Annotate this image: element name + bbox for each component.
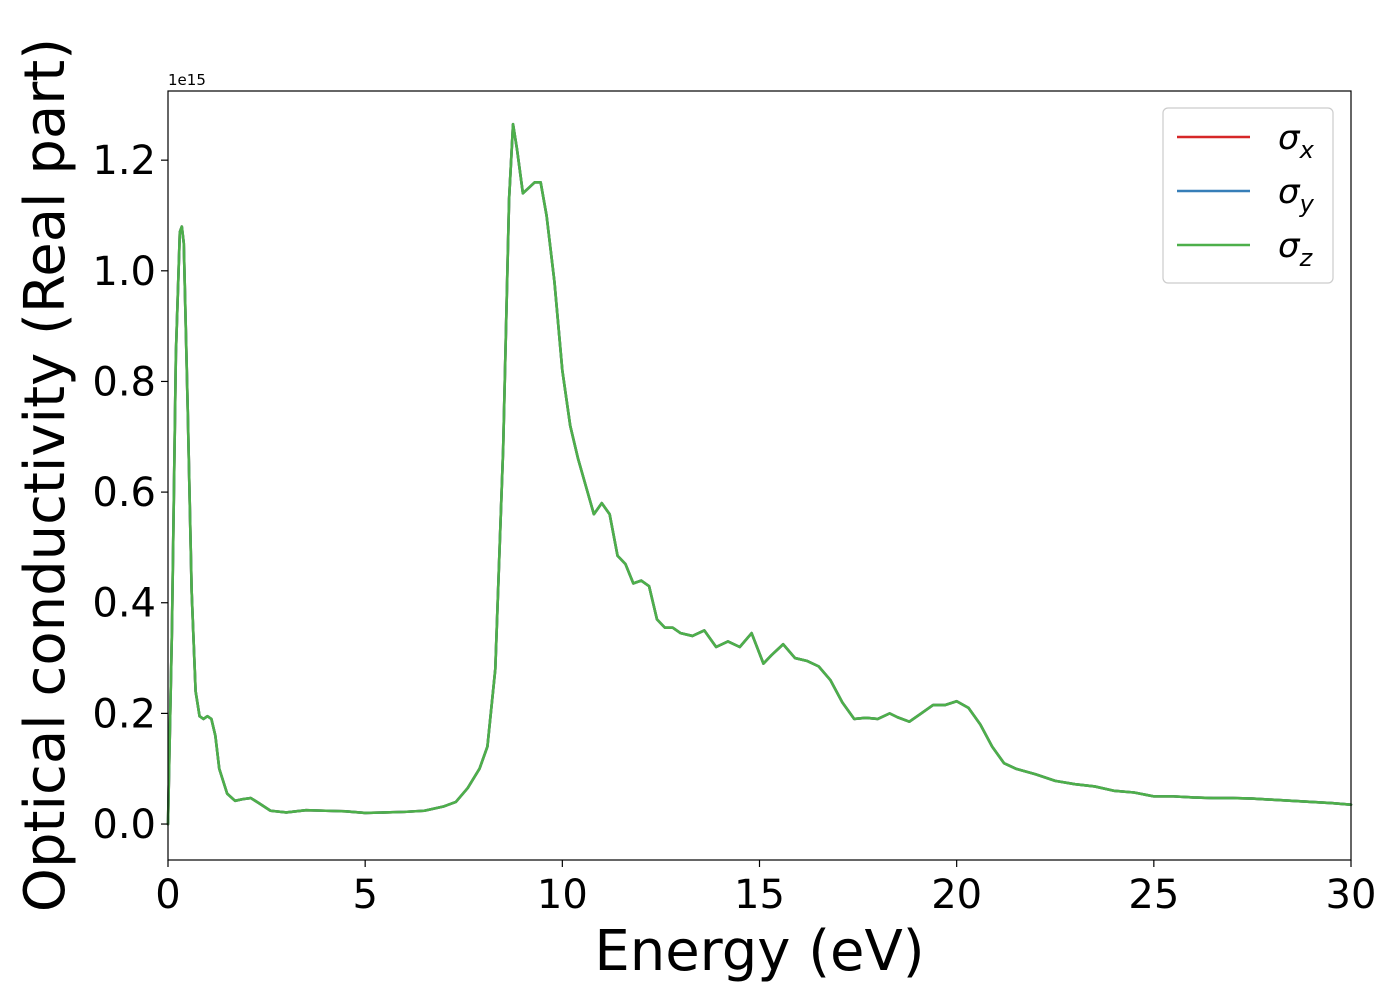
x-tick-label: 0: [155, 872, 180, 918]
series-line-3: [166, 122, 1353, 826]
x-axis-title: Energy (eV): [594, 919, 924, 984]
legend-box: [1162, 107, 1334, 284]
y-tick-label: 0.2: [92, 691, 156, 737]
x-tick-label: 25: [1128, 872, 1179, 918]
y-axis-ticks: 0.0 0.2 0.4 0.6 0.8 1.0 1.2: [92, 138, 168, 848]
y-tick-label: 0.6: [92, 470, 156, 516]
y-tick-label: 0.4: [92, 581, 156, 627]
x-tick-label: 20: [931, 872, 982, 918]
series-layer: [166, 122, 1353, 826]
x-axis-ticks: 0 5 10 15 20 25 30: [155, 860, 1376, 918]
x-tick-label: 15: [734, 872, 785, 918]
y-tick-label: 0.8: [92, 359, 156, 405]
legend-label: σx: [1278, 118, 1315, 164]
x-tick-label: 5: [352, 872, 377, 918]
legend-label: σy: [1278, 172, 1315, 218]
y-tick-label: 0.0: [92, 802, 156, 848]
legend-label: σz: [1278, 226, 1314, 272]
y-tick-label: 1.2: [92, 138, 156, 184]
plot-area: [166, 90, 1353, 861]
y-tick-label: 1.0: [92, 249, 156, 295]
x-tick-label: 30: [1326, 872, 1377, 918]
x-tick-label: 10: [537, 872, 588, 918]
y-axis-title: Optical conductivity (Real part): [13, 38, 78, 912]
legend: σx σy σz: [1162, 107, 1334, 284]
y-axis-offset-label: 1e15: [168, 71, 206, 89]
